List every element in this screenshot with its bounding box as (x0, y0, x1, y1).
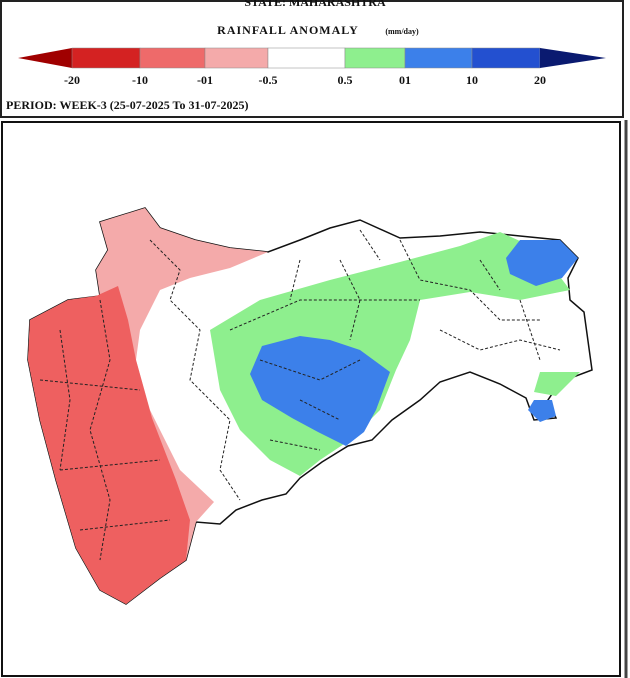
colorbar-segment (471, 47, 541, 69)
colorbar-segment (267, 47, 346, 69)
colorbar: -20 -10 -01 -0.5 0.5 01 10 20 (18, 47, 606, 87)
colorbar-arrow-left (18, 48, 72, 68)
colorbar-label: -20 (64, 73, 80, 87)
legend-title: RAINFALL ANOMALY (217, 23, 359, 37)
state-title: STATE: MAHARASHTRA (244, 0, 386, 9)
colorbar-label: 0.5 (338, 73, 353, 87)
map (27, 207, 593, 605)
anomaly-blue-2 (506, 240, 578, 286)
colorbar-arrow-right (540, 48, 606, 68)
anomaly-blue-3 (528, 400, 556, 422)
colorbar-label: -0.5 (259, 73, 278, 87)
legend-unit: (mm/day) (385, 27, 419, 36)
colorbar-segment (71, 47, 141, 69)
colorbar-segment (139, 47, 206, 69)
period-label: PERIOD: WEEK-3 (25-07-2025 To 31-07-2025… (6, 98, 248, 112)
anomaly-red (28, 286, 190, 604)
colorbar-label: -01 (197, 73, 213, 87)
colorbar-label: -10 (132, 73, 148, 87)
anomaly-green-2 (534, 372, 580, 396)
colorbar-segment (344, 47, 406, 69)
colorbar-label: 20 (534, 73, 546, 87)
colorbar-label: 01 (399, 73, 411, 87)
colorbar-segment (404, 47, 473, 69)
colorbar-label: 10 (466, 73, 478, 87)
colorbar-segment (204, 47, 269, 69)
anomaly-blue (250, 336, 390, 446)
